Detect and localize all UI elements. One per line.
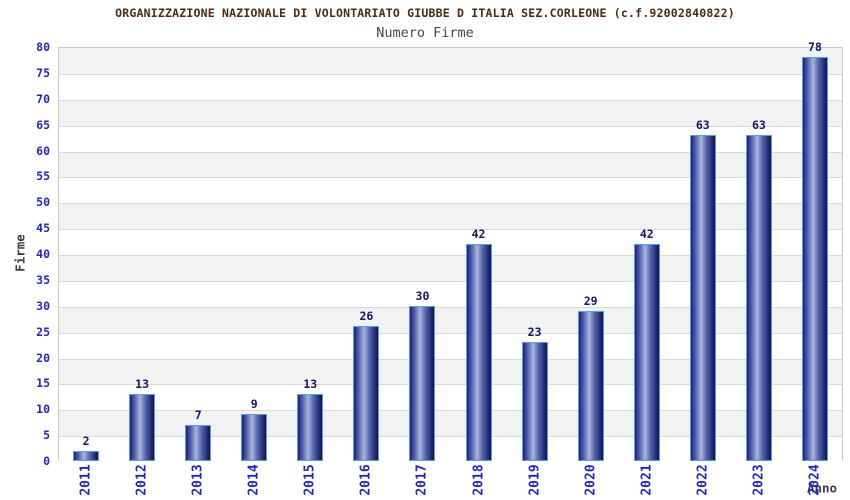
- bar: [465, 243, 492, 461]
- grid-band: [59, 306, 842, 333]
- bar-value-label: 30: [415, 288, 430, 303]
- x-tick-label: 2011: [78, 464, 94, 496]
- x-tick-label: 2013: [190, 464, 206, 496]
- y-tick-label: 55: [36, 169, 50, 184]
- bar: [185, 424, 212, 461]
- x-tick-label: 2020: [583, 464, 599, 496]
- chart-subtitle: Numero Firme: [376, 25, 474, 41]
- y-tick-label: 15: [36, 376, 50, 391]
- bar-value-label: 42: [471, 226, 486, 241]
- bar: [297, 393, 324, 461]
- x-tick-label: 2012: [134, 464, 150, 496]
- bar: [241, 414, 268, 461]
- y-tick-label: 65: [36, 117, 50, 132]
- grid-band: [59, 99, 842, 126]
- y-tick-label: 20: [36, 350, 50, 365]
- grid-band: [59, 410, 842, 437]
- grid-band: [59, 73, 842, 100]
- x-tick-label: 2014: [246, 464, 262, 496]
- gridline: [59, 384, 842, 386]
- bar-value-label: 42: [639, 226, 654, 241]
- bar: [577, 310, 604, 461]
- y-tick-label: 45: [36, 221, 50, 236]
- y-tick-label: 30: [36, 298, 50, 313]
- bar-value-label: 23: [527, 324, 542, 339]
- y-tick-label: 60: [36, 143, 50, 158]
- bar-value-label: 2: [82, 433, 90, 448]
- bar-value-label: 7: [194, 407, 202, 422]
- bar-value-label: 63: [695, 117, 710, 132]
- chart-title: ORGANIZZAZIONE NAZIONALE DI VOLONTARIATO…: [115, 6, 735, 20]
- y-tick-label: 70: [36, 91, 50, 106]
- bar: [129, 393, 156, 461]
- x-tick-label: 2024: [807, 464, 823, 496]
- gridline: [59, 73, 842, 75]
- gridline: [59, 255, 842, 256]
- x-tick-label: 2023: [751, 464, 767, 496]
- gridline: [59, 280, 842, 282]
- y-tick-label: 80: [36, 40, 50, 54]
- grid-band: [59, 48, 842, 74]
- bar-value-label: 13: [135, 376, 150, 391]
- x-tick-label: 2019: [527, 464, 543, 496]
- gridline: [59, 358, 842, 360]
- bar-value-label: 13: [303, 376, 318, 391]
- x-tick-label: 2015: [302, 464, 318, 496]
- y-tick-label: 0: [43, 454, 50, 468]
- grid-band: [59, 125, 842, 152]
- bar: [689, 134, 716, 461]
- y-tick-label: 75: [36, 65, 50, 80]
- x-tick-label: 2022: [695, 464, 711, 496]
- bar-value-label: 26: [359, 309, 374, 324]
- bar-value-label: 63: [751, 117, 766, 132]
- gridline: [59, 177, 842, 179]
- gridline: [59, 125, 842, 127]
- grid-band: [59, 280, 842, 307]
- grid-band: [59, 203, 842, 230]
- gridline: [59, 332, 842, 334]
- gridline: [59, 203, 842, 205]
- x-axis-label: Anno: [806, 480, 838, 496]
- grid-band: [59, 151, 842, 178]
- gridline: [59, 410, 842, 412]
- y-tick-label: 35: [36, 272, 50, 287]
- bar: [521, 341, 548, 461]
- bar: [353, 326, 380, 461]
- bar-value-label: 78: [808, 40, 822, 55]
- bar: [409, 305, 436, 461]
- bar-value-label: 29: [583, 293, 598, 308]
- y-tick-label: 5: [43, 428, 50, 443]
- y-tick-label: 40: [36, 247, 50, 261]
- grid-band: [59, 332, 842, 359]
- grid-band: [59, 358, 842, 385]
- gridline: [59, 436, 842, 438]
- gridline: [59, 306, 842, 308]
- gridline: [59, 151, 842, 153]
- x-tick-label: 2016: [358, 464, 374, 496]
- x-tick-label: 2021: [639, 464, 655, 496]
- gridline: [59, 99, 842, 101]
- bar: [745, 134, 772, 461]
- grid-band: [59, 229, 842, 255]
- y-tick-label: 25: [36, 324, 50, 339]
- bar-value-label: 9: [250, 397, 258, 412]
- x-tick-label: 2018: [471, 464, 487, 496]
- plot-area: [58, 47, 843, 462]
- grid-band: [59, 255, 842, 281]
- gridline: [59, 229, 842, 231]
- y-tick-label: 10: [36, 402, 50, 417]
- x-tick-label: 2017: [414, 464, 430, 496]
- y-tick-label: 50: [36, 195, 50, 210]
- grid-band: [59, 436, 842, 462]
- bar: [73, 450, 100, 461]
- bar: [801, 57, 828, 461]
- bar: [633, 243, 660, 461]
- grid-band: [59, 384, 842, 411]
- grid-band: [59, 177, 842, 204]
